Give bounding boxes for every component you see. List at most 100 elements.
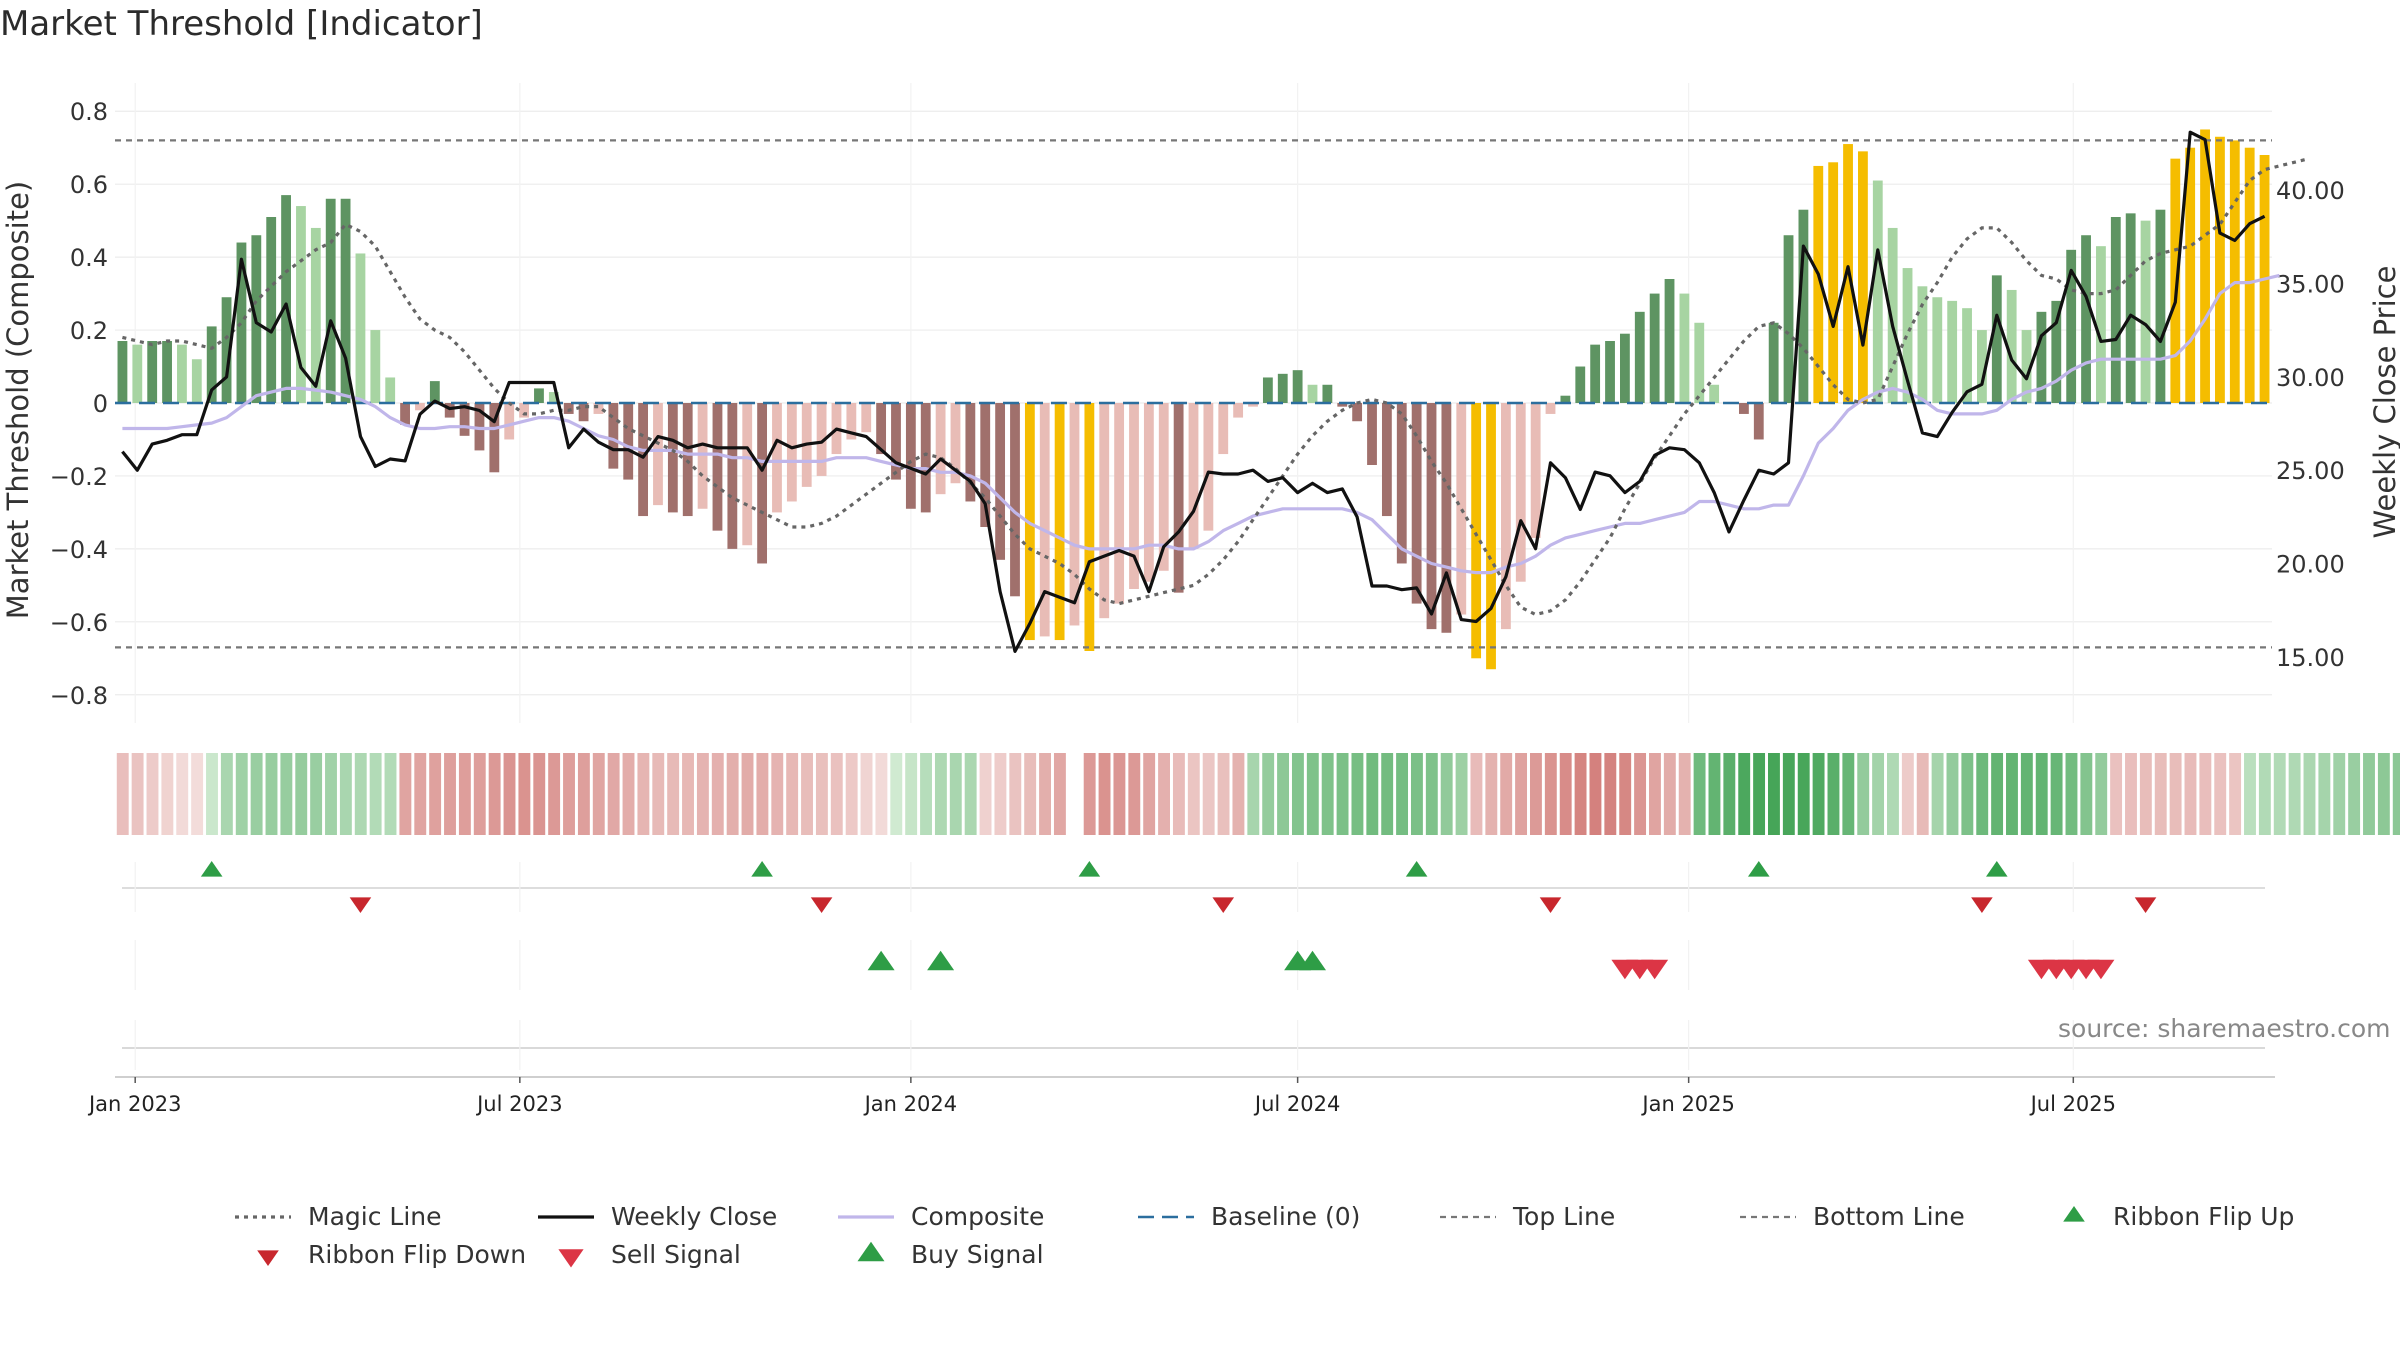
composite-bar	[995, 403, 1006, 560]
ribbon-cell	[1053, 753, 1066, 835]
ribbon-cell	[2080, 753, 2093, 835]
legend-item: Composite	[838, 1202, 1044, 1231]
ribbon-cell	[994, 753, 1007, 835]
composite-bar	[147, 341, 158, 403]
composite-bar	[2229, 140, 2240, 404]
ribbon-cell	[2035, 753, 2048, 835]
composite-bar	[727, 403, 738, 549]
ribbon-flip-down-marker	[1971, 897, 1993, 913]
ribbon-cell	[2348, 753, 2361, 835]
ribbon-cell	[1158, 753, 1170, 835]
composite-bar	[935, 403, 946, 495]
ribbon-cell	[2377, 753, 2390, 835]
composite-bar	[474, 403, 485, 451]
ribbon-cell	[146, 753, 159, 835]
ribbon-cell	[830, 753, 843, 835]
ribbon-cell	[1604, 753, 1617, 835]
ribbon-cell	[1708, 753, 1721, 835]
composite-bar	[1173, 403, 1184, 593]
composite-bar	[1977, 330, 1987, 403]
ribbon-cell	[1336, 753, 1349, 835]
ribbon-cell	[1455, 753, 1468, 835]
composite-bar	[444, 403, 455, 418]
legend-swatch-ribbon-flip-up	[2063, 1206, 2085, 1222]
composite-bar	[2081, 235, 2091, 403]
ribbon-cell	[1098, 753, 1111, 835]
ribbon-cell	[1381, 753, 1394, 835]
composite-bar	[310, 227, 321, 403]
ribbon-cell	[325, 753, 337, 835]
composite-bar	[1560, 395, 1571, 403]
ribbon-cell	[1515, 753, 1528, 835]
ribbon-cell	[1410, 753, 1423, 835]
chart-title: Market Threshold [Indicator]	[0, 4, 483, 44]
ribbon-cell	[920, 753, 932, 835]
composite-bar	[132, 344, 143, 403]
ribbon-cell	[161, 753, 174, 835]
ribbon-cell	[726, 753, 739, 835]
x-tick-label: Jul 2024	[1253, 1092, 1340, 1116]
sell-signal-marker	[1641, 959, 1669, 980]
ribbon-cell	[1961, 753, 1974, 835]
ribbon-flip-up-marker	[1747, 861, 1770, 877]
composite-bar	[593, 403, 604, 414]
ribbon-cell	[1797, 753, 1810, 835]
legend: Magic Line Weekly Close Composite Baseline …	[235, 1202, 2294, 1269]
composite-bar	[1471, 403, 1482, 659]
composite-bars	[117, 129, 2270, 670]
ribbon-cell	[2006, 753, 2018, 835]
ribbon-cell	[1128, 753, 1141, 835]
ribbon-cell	[964, 753, 977, 835]
ribbon-cell	[741, 753, 754, 835]
ribbon-flip-up-marker	[1405, 861, 1428, 877]
composite-bar	[1322, 384, 1333, 403]
legend-label: Ribbon Flip Up	[2113, 1202, 2294, 1231]
ribbon-cell	[1143, 753, 1156, 835]
ribbon-cell	[845, 753, 858, 835]
composite-bar	[206, 326, 217, 403]
y-axis-title: Market Threshold (Composite)	[1, 181, 35, 619]
legend-swatch-ribbon-flip-down	[257, 1250, 279, 1266]
composite-bar	[980, 403, 991, 527]
composite-bar	[1783, 235, 1794, 403]
ribbon-cell	[220, 753, 233, 835]
y-tick-label: −0.4	[50, 536, 108, 564]
composite-bar	[638, 403, 649, 517]
composite-bar	[1396, 403, 1407, 564]
composite-bar	[1114, 403, 1125, 604]
ribbon-cell	[1083, 753, 1096, 835]
composite-bar	[2021, 330, 2032, 403]
ribbon-cell	[354, 753, 367, 835]
composite-bar	[1381, 403, 1392, 517]
ribbon-cell	[801, 753, 813, 835]
composite-bar	[1129, 403, 1139, 589]
ribbon-cell	[1232, 753, 1245, 835]
ribbon-cell	[1440, 753, 1453, 835]
composite-bar	[965, 403, 976, 502]
y-tick-label: −0.2	[50, 463, 108, 491]
composite-bar	[1590, 344, 1601, 403]
ribbon-cell	[2199, 753, 2212, 835]
ribbon-cell	[771, 753, 784, 835]
legend-item: Top Line	[1440, 1202, 1615, 1231]
ribbon-cell	[696, 753, 709, 835]
ribbon-cell	[176, 753, 189, 835]
composite-bar	[2125, 213, 2136, 403]
composite-bar	[1010, 403, 1020, 597]
ribbon-cell	[1782, 753, 1795, 835]
ribbon-cell	[2244, 753, 2256, 835]
ribbon-cell	[310, 753, 323, 835]
composite-bar	[281, 195, 291, 403]
ribbon-cell	[1648, 753, 1661, 835]
ribbon-cell	[1024, 753, 1037, 835]
ribbon-cell	[667, 753, 680, 835]
legend-swatch-sell-signal	[558, 1249, 584, 1268]
composite-bar	[2036, 311, 2047, 403]
y2-axis-title: Weekly Close Price	[2368, 266, 2400, 539]
ribbon-cell	[711, 753, 724, 835]
ribbon-cell	[563, 753, 575, 835]
legend-label: Magic Line	[308, 1202, 442, 1231]
composite-bar	[1143, 403, 1154, 582]
ribbon-cell	[2288, 753, 2301, 835]
composite-bar	[1634, 311, 1645, 403]
